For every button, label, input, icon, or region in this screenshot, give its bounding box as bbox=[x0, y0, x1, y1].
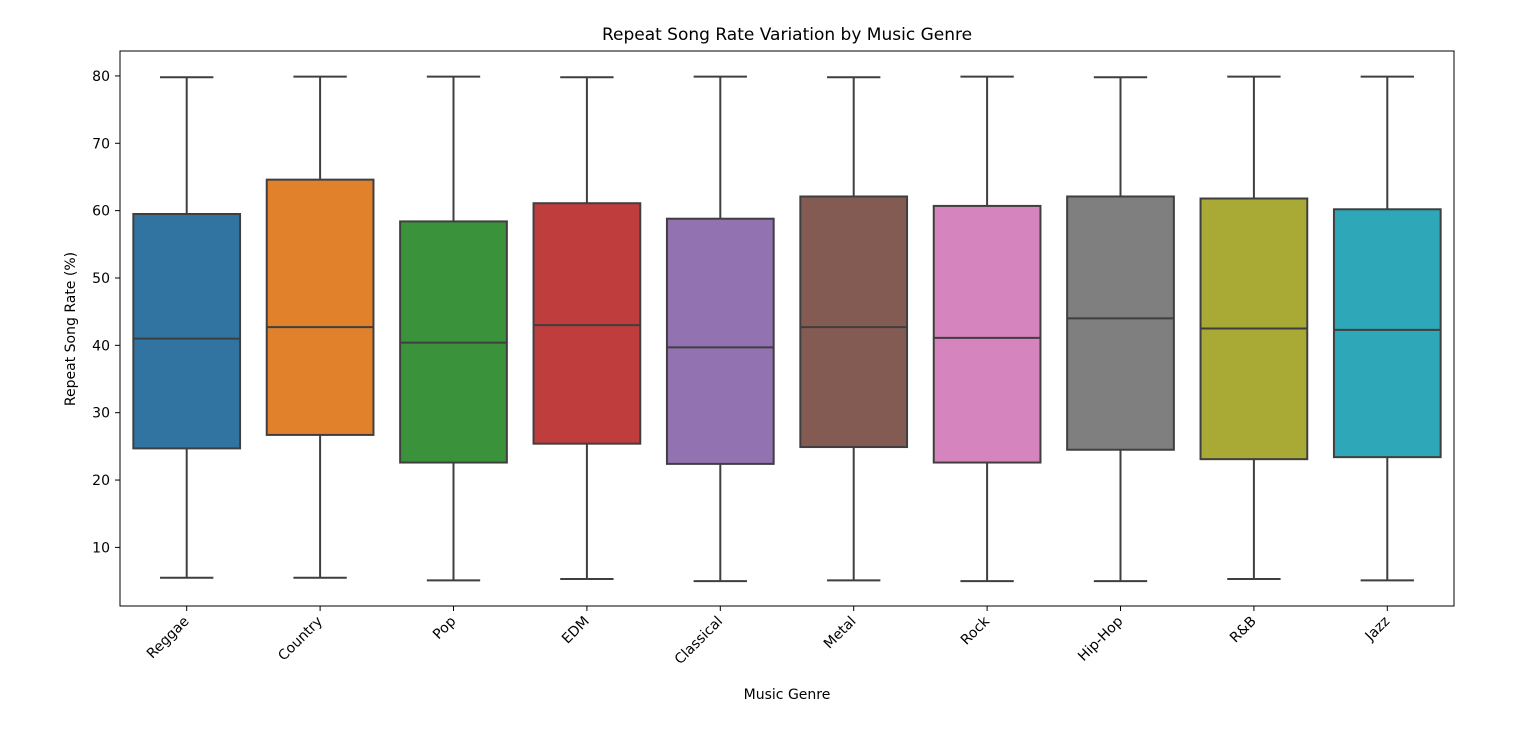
x-axis-label: Music Genre bbox=[744, 687, 831, 703]
box-country bbox=[265, 178, 375, 436]
y-tick-label-50: 50 bbox=[92, 271, 110, 287]
y-axis-label: Repeat Song Rate (%) bbox=[63, 252, 79, 406]
y-tick-label-40: 40 bbox=[92, 338, 110, 354]
x-tick-label-metal: Metal bbox=[821, 614, 860, 653]
x-tick-label-classical: Classical bbox=[672, 614, 726, 668]
plot-area: 10 20 30 40 50 60 70 80 Reggae Country Pop EDM Class… bbox=[92, 50, 1455, 668]
x-tick-label-edm: EDM bbox=[559, 614, 593, 648]
box-edm bbox=[532, 202, 642, 445]
x-tick-label-country: Country bbox=[275, 614, 326, 665]
box-jazz bbox=[1332, 208, 1442, 459]
box-classical bbox=[665, 217, 775, 465]
y-tick-label-20: 20 bbox=[92, 473, 110, 489]
x-tick-label-rock: Rock bbox=[958, 613, 994, 649]
y-tick-label-70: 70 bbox=[92, 136, 110, 152]
box-rock bbox=[932, 204, 1042, 464]
y-tick-label-10: 10 bbox=[92, 540, 110, 556]
box-reggae bbox=[132, 212, 242, 450]
x-tick-label-r-b: R&B bbox=[1227, 614, 1260, 647]
x-tick-label-pop: Pop bbox=[430, 613, 459, 642]
y-tick-label-30: 30 bbox=[92, 406, 110, 422]
x-tick-label-hip-hop: Hip-Hop bbox=[1075, 613, 1126, 664]
y-tick-label-60: 60 bbox=[92, 204, 110, 220]
box-hip-hop bbox=[1066, 195, 1175, 451]
box-metal bbox=[799, 195, 909, 449]
y-tick-label-80: 80 bbox=[92, 69, 110, 85]
x-tick-label-jazz: Jazz bbox=[1362, 614, 1393, 645]
x-tick-label-reggae: Reggae bbox=[144, 614, 193, 663]
chart-title: Repeat Song Rate Variation by Music Genr… bbox=[602, 25, 972, 45]
plot-frame bbox=[119, 50, 1455, 607]
